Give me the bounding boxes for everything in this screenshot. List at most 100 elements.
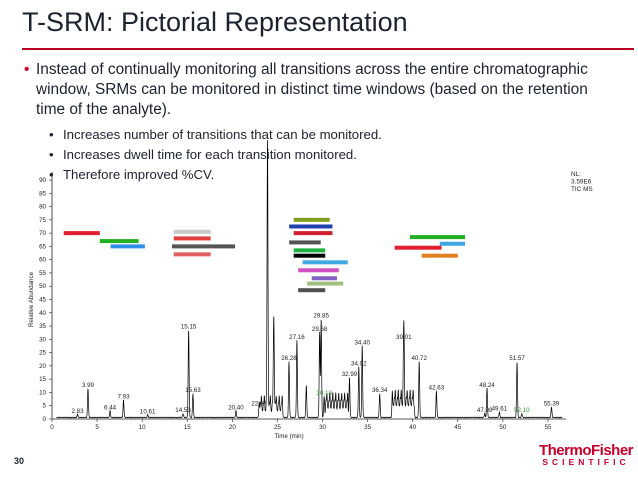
x-tick-label: 15 bbox=[184, 424, 191, 431]
sub-bullet-text: Therefore improved %CV. bbox=[63, 167, 215, 182]
srm-window-bar bbox=[298, 268, 339, 273]
bullet-dot-icon: • bbox=[49, 127, 54, 142]
peak-label: 7.93 bbox=[117, 394, 130, 401]
logo-subtitle: SCIENTIFIC bbox=[542, 457, 630, 467]
srm-window-bar bbox=[110, 244, 145, 249]
bullet-dot-icon: • bbox=[24, 61, 30, 78]
x-tick-label: 0 bbox=[50, 424, 54, 431]
peak-label: 15.63 bbox=[185, 387, 201, 394]
srm-window-bar bbox=[409, 235, 466, 240]
y-tick-label: 90 bbox=[39, 177, 46, 184]
sub-bullet: • Therefore improved %CV. bbox=[18, 165, 618, 185]
x-tick-label: 45 bbox=[454, 424, 461, 431]
sub-bullet-text: Increases number of transitions that can… bbox=[63, 127, 382, 142]
peak-label: 48.24 bbox=[479, 382, 495, 389]
sub-bullet: • Increases dwell time for each transiti… bbox=[18, 145, 618, 165]
y-axis-label: Relative Abundance bbox=[28, 271, 35, 327]
peak-label: 10.61 bbox=[140, 408, 156, 415]
peak-label: 34.02 bbox=[351, 361, 367, 368]
trace-info-label: TIC MS bbox=[571, 186, 593, 193]
peak-label: 55.39 bbox=[544, 400, 560, 407]
title-divider bbox=[22, 48, 634, 50]
srm-window-bar bbox=[173, 229, 211, 234]
logo-wordmark: ThermoFisher bbox=[538, 442, 634, 459]
peak-label: 40.72 bbox=[411, 355, 427, 362]
y-tick-label: 80 bbox=[39, 204, 46, 211]
x-tick-label: 55 bbox=[545, 424, 552, 431]
srm-window-bar bbox=[439, 241, 466, 246]
peak-label: 34.40 bbox=[354, 339, 370, 346]
y-tick-label: 75 bbox=[39, 217, 46, 224]
srm-window-bar bbox=[63, 231, 100, 236]
x-tick-label: 40 bbox=[409, 424, 416, 431]
srm-window-bar bbox=[173, 252, 211, 257]
srm-window-bar bbox=[99, 239, 139, 244]
y-tick-label: 60 bbox=[39, 257, 46, 264]
peak-label: 3.99 bbox=[82, 382, 95, 389]
y-tick-label: 5 bbox=[43, 403, 47, 410]
y-tick-label: 40 bbox=[39, 310, 46, 317]
srm-window-bar bbox=[173, 236, 211, 241]
peak-label: 52.10 bbox=[514, 407, 530, 414]
srm-window-bar bbox=[289, 224, 333, 229]
peak-label: 2.83 bbox=[71, 408, 84, 415]
tic-trace-line bbox=[56, 140, 563, 419]
srm-window-bar bbox=[293, 231, 333, 236]
thermo-fisher-logo: ThermoFisher SCIENTIFIC bbox=[536, 442, 636, 467]
bullet-dot-icon: • bbox=[49, 147, 54, 162]
peak-label: 30.18 bbox=[316, 390, 332, 397]
x-tick-label: 5 bbox=[95, 424, 99, 431]
srm-window-bar bbox=[394, 245, 442, 250]
peak-label: 29.85 bbox=[313, 313, 329, 320]
y-tick-label: 45 bbox=[39, 297, 46, 304]
peak-label: 22.97 bbox=[251, 400, 267, 407]
bullet-dot-icon: • bbox=[49, 167, 54, 182]
trace-info-label: NL: bbox=[571, 171, 581, 178]
peak-label: 27.16 bbox=[289, 334, 305, 341]
peak-label: 36.34 bbox=[372, 387, 388, 394]
peak-label: 39.01 bbox=[396, 334, 412, 341]
y-tick-label: 30 bbox=[39, 336, 46, 343]
srm-window-bar bbox=[298, 288, 326, 293]
peak-label: 49.61 bbox=[492, 406, 508, 413]
srm-window-bar bbox=[311, 276, 337, 281]
x-tick-label: 35 bbox=[364, 424, 371, 431]
srm-window-bar bbox=[293, 217, 330, 222]
peak-label: 6.44 bbox=[104, 404, 117, 411]
peak-label: 20.40 bbox=[228, 404, 244, 411]
y-tick-label: 25 bbox=[39, 350, 46, 357]
peak-label: 15.15 bbox=[181, 323, 197, 330]
y-tick-label: 65 bbox=[39, 243, 46, 250]
y-tick-label: 0 bbox=[43, 416, 47, 423]
slide-title: T-SRM: Pictorial Representation bbox=[22, 7, 408, 37]
peak-label: 32.99 bbox=[342, 371, 358, 378]
main-bullet: • Instead of continually monitoring all … bbox=[18, 60, 618, 120]
srm-window-bar bbox=[293, 248, 326, 253]
srm-window-bar bbox=[307, 281, 344, 286]
trace-info-label: 3.59E6 bbox=[571, 179, 592, 186]
y-tick-label: 20 bbox=[39, 363, 46, 370]
peak-label: 26.28 bbox=[281, 355, 297, 362]
srm-window-bar bbox=[302, 260, 348, 265]
srm-window-bar bbox=[421, 253, 458, 258]
y-tick-label: 55 bbox=[39, 270, 46, 277]
page-number: 30 bbox=[14, 456, 25, 466]
y-tick-label: 15 bbox=[39, 376, 46, 383]
peak-label: 51.57 bbox=[509, 355, 525, 362]
x-tick-label: 25 bbox=[274, 424, 281, 431]
srm-window-bar bbox=[171, 244, 236, 249]
bullet-list: • Instead of continually monitoring all … bbox=[18, 60, 618, 185]
x-tick-label: 20 bbox=[229, 424, 236, 431]
srm-window-bar bbox=[289, 240, 321, 245]
peak-label: 42.63 bbox=[429, 384, 445, 391]
y-tick-label: 50 bbox=[39, 283, 46, 290]
x-tick-label: 50 bbox=[499, 424, 506, 431]
y-tick-label: 35 bbox=[39, 323, 46, 330]
peak-label: 47.98 bbox=[477, 407, 493, 414]
sub-bullet: • Increases number of transitions that c… bbox=[18, 125, 618, 145]
srm-window-bar bbox=[293, 253, 326, 258]
peak-label: 29.68 bbox=[312, 326, 328, 333]
peak-label: 14.53 bbox=[175, 407, 191, 414]
y-tick-label: 70 bbox=[39, 230, 46, 237]
